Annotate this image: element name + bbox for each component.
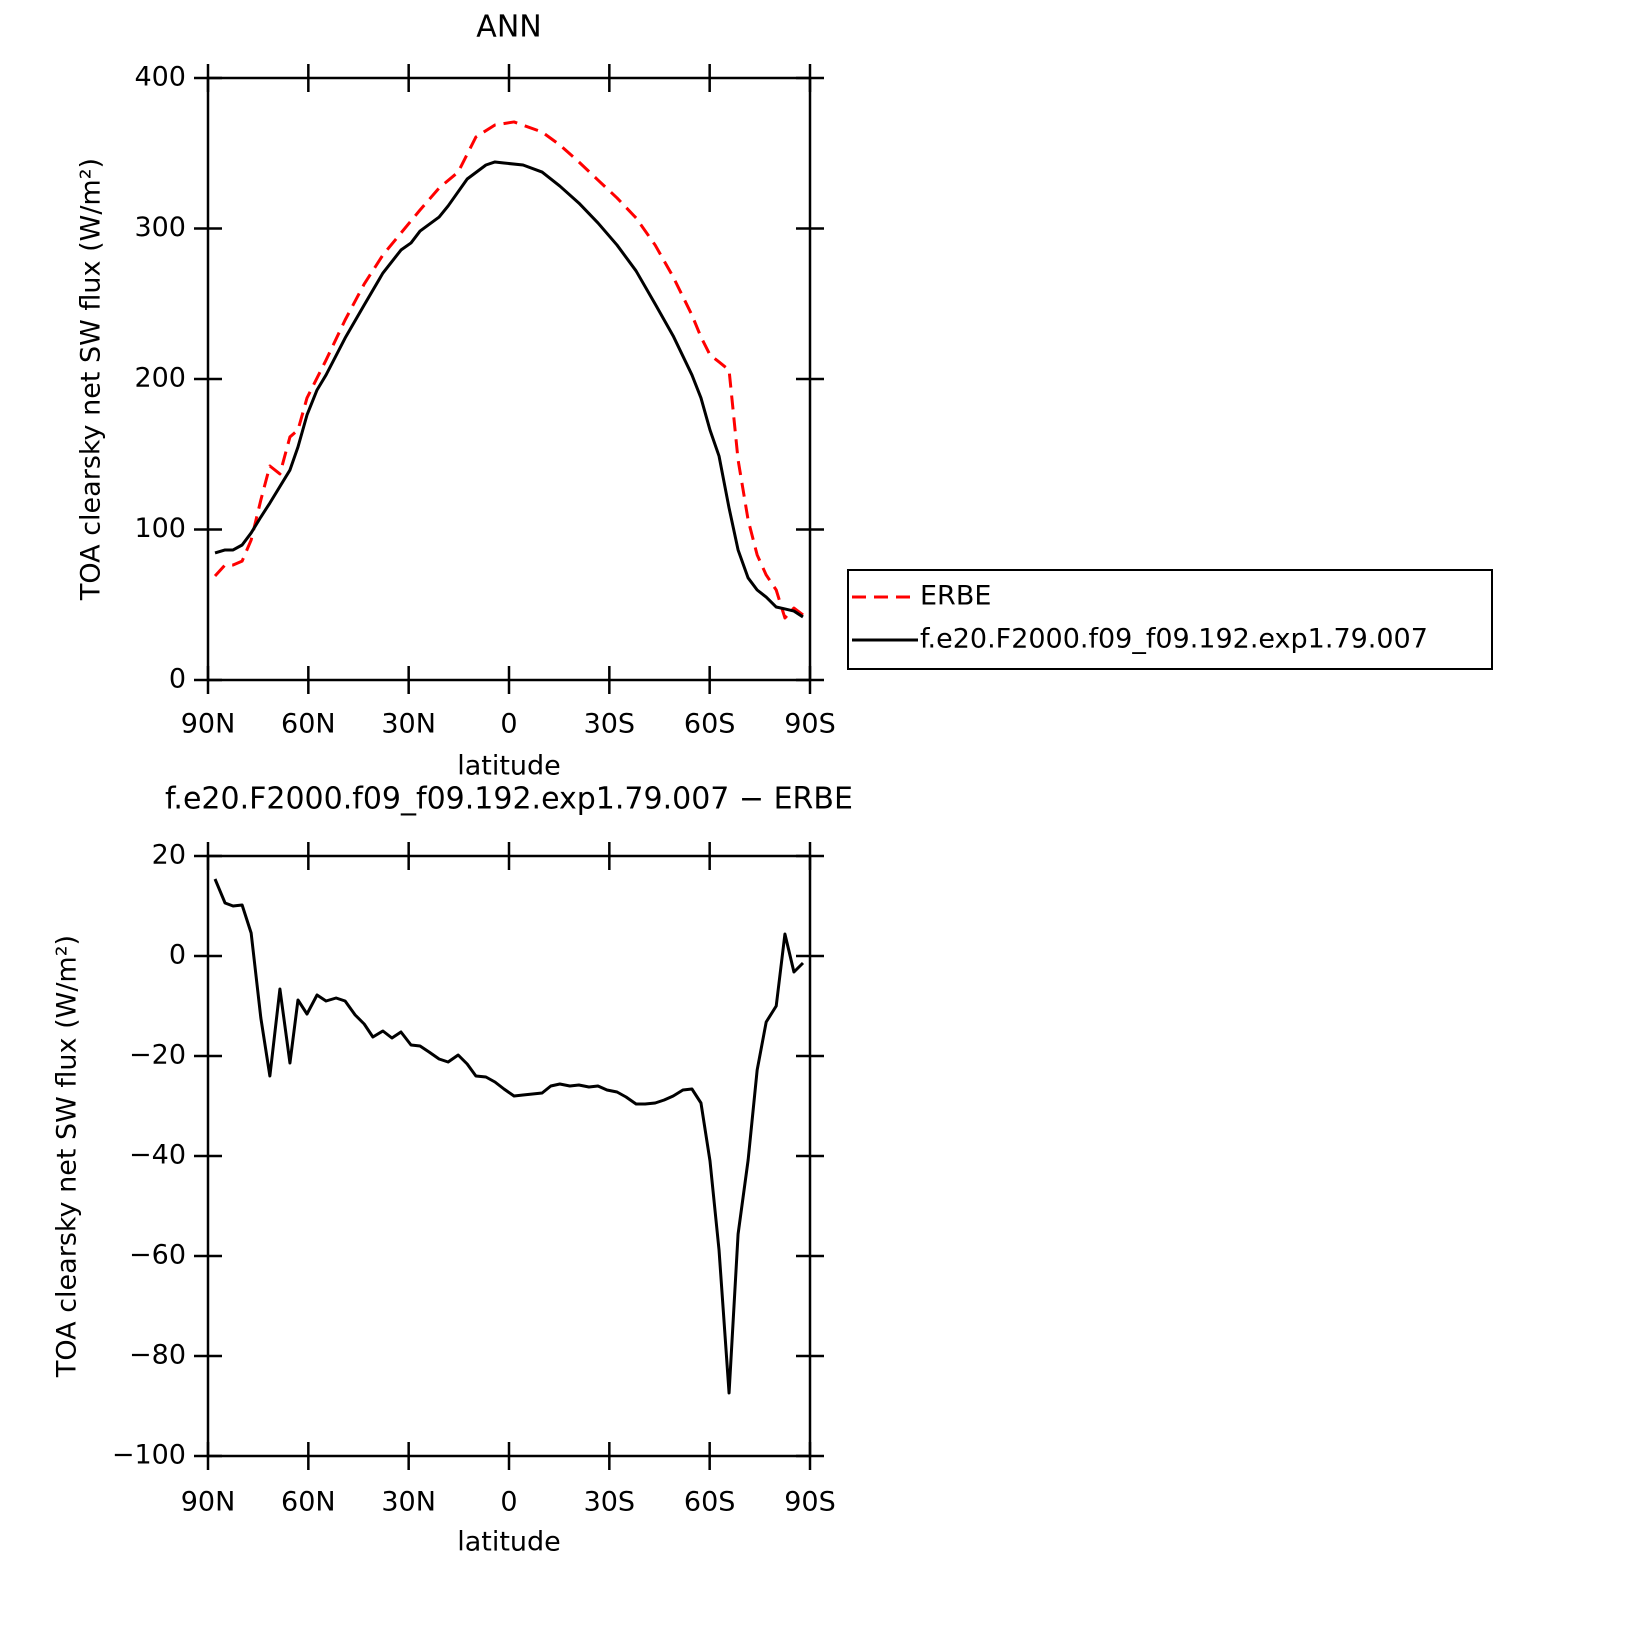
y-tick-label: −100: [112, 1440, 186, 1471]
y-tick-label: −40: [129, 1140, 186, 1171]
x-tick-label: 90S: [784, 709, 836, 740]
x-axis-title: latitude: [457, 751, 561, 782]
x-tick-label: 60S: [684, 1487, 736, 1518]
y-tick-label: 20: [152, 840, 186, 871]
plot-frame: [206, 76, 812, 682]
y-axis-title: TOA clearsky net SW flux (W/m²): [76, 158, 107, 601]
y-tick-label: −60: [129, 1240, 186, 1271]
y-tick-label: 200: [134, 363, 186, 394]
legend-box: [847, 569, 1493, 670]
x-tick-label: 30S: [584, 1487, 636, 1518]
y-tick-label: 300: [134, 212, 186, 243]
x-tick-label: 30S: [584, 709, 636, 740]
x-tick-label: 0: [500, 709, 517, 740]
x-axis-title: latitude: [457, 1527, 561, 1558]
y-tick-label: 0: [169, 664, 186, 695]
x-tick-label: 90N: [181, 1487, 236, 1518]
chart-title: f.e20.F2000.f09_f09.192.exp1.79.007 − ER…: [165, 782, 853, 817]
x-tick-label: 90N: [181, 709, 236, 740]
x-tick-label: 60S: [684, 709, 736, 740]
x-tick-label: 90S: [784, 1487, 836, 1518]
y-tick-label: 100: [134, 513, 186, 544]
y-tick-label: −20: [129, 1040, 186, 1071]
x-tick-label: 60N: [281, 709, 336, 740]
plot-frame: [206, 854, 812, 1458]
legend-label: f.e20.F2000.f09_f09.192.exp1.79.007: [920, 624, 1428, 655]
data-line: [213, 120, 804, 620]
x-tick-label: 60N: [281, 1487, 336, 1518]
legend-label: ERBE: [920, 581, 991, 612]
chart-title: ANN: [476, 10, 541, 45]
x-tick-label: 30N: [381, 1487, 436, 1518]
x-tick-label: 30N: [381, 709, 436, 740]
x-tick-label: 0: [500, 1487, 517, 1518]
y-axis-title: TOA clearsky net SW flux (W/m²): [52, 935, 83, 1378]
y-tick-label: 400: [134, 62, 186, 93]
y-tick-label: −80: [129, 1340, 186, 1371]
data-line: [214, 160, 804, 619]
y-tick-label: 0: [169, 940, 186, 971]
data-line: [213, 878, 805, 1395]
